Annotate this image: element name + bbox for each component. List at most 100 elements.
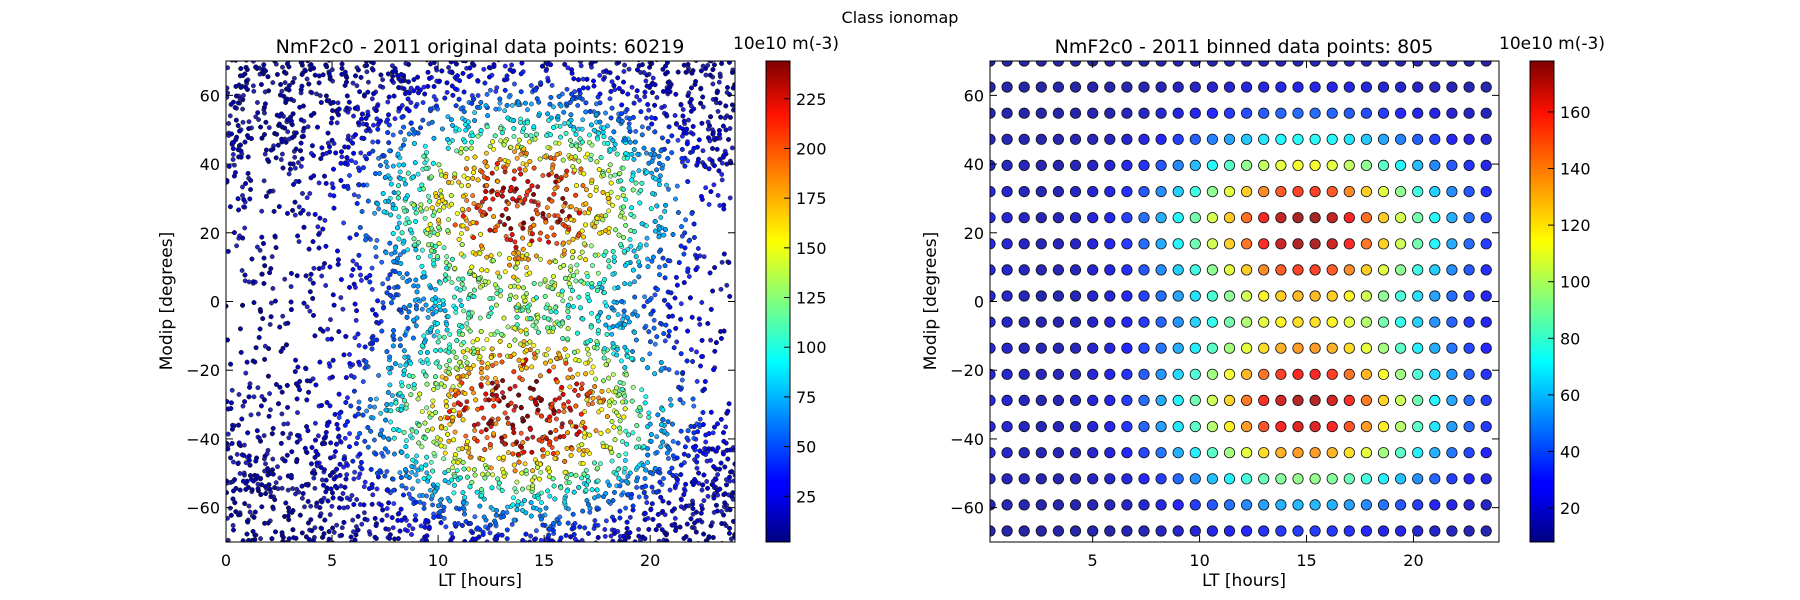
data-point (451, 490, 457, 496)
data-point (444, 254, 450, 260)
data-point (336, 434, 342, 440)
data-point (606, 358, 611, 364)
data-point (722, 52, 726, 56)
data-point (380, 191, 386, 196)
data-point (433, 286, 438, 292)
data-point (353, 317, 359, 323)
data-point (575, 103, 581, 108)
data-point (472, 118, 478, 124)
data-point (702, 446, 708, 451)
data-point (703, 185, 709, 191)
data-point (230, 61, 233, 62)
data-point (473, 543, 477, 547)
data-point (533, 528, 539, 534)
data-point (279, 485, 285, 491)
data-point (530, 323, 536, 329)
data-point (406, 79, 411, 85)
data-point (579, 537, 585, 542)
data-point (251, 394, 257, 400)
data-point (376, 206, 382, 212)
data-point (292, 165, 298, 171)
data-point (334, 120, 340, 126)
data-point (424, 405, 430, 411)
data-point (408, 433, 413, 439)
data-point (376, 373, 382, 378)
data-point (554, 241, 560, 246)
data-point (251, 88, 257, 94)
data-point (615, 312, 621, 318)
data-point (626, 121, 632, 127)
data-point (667, 397, 673, 402)
data-point (487, 206, 493, 212)
data-point (273, 480, 279, 486)
data-point (459, 183, 465, 189)
data-point (623, 505, 629, 511)
data-point (335, 100, 341, 106)
data-point (482, 447, 488, 453)
data-point (589, 310, 595, 316)
data-point (358, 277, 364, 283)
data-point (447, 421, 453, 427)
data-point (275, 464, 280, 470)
data-point (490, 363, 495, 369)
data-point (704, 479, 710, 484)
data-point (424, 150, 430, 155)
data-point (523, 162, 529, 168)
data-point (339, 154, 345, 160)
data-point (354, 497, 360, 502)
data-point (344, 472, 350, 478)
data-point (226, 65, 231, 71)
data-point (340, 491, 346, 496)
data-point (436, 334, 442, 340)
data-point (361, 510, 367, 516)
data-point (471, 201, 477, 207)
data-point (288, 284, 294, 290)
data-point (239, 268, 245, 273)
data-point (295, 160, 301, 166)
data-point (282, 80, 288, 86)
data-point (544, 205, 550, 211)
data-point (355, 513, 361, 519)
data-point (517, 166, 523, 172)
data-point (475, 133, 481, 139)
data-point (336, 541, 339, 542)
data-point (496, 484, 502, 490)
data-point (427, 253, 433, 259)
data-point (351, 476, 357, 482)
data-point (603, 518, 609, 524)
data-point (244, 531, 250, 537)
data-point (442, 450, 448, 456)
data-point (556, 521, 562, 526)
data-point (408, 100, 414, 106)
data-point (450, 465, 456, 471)
data-point (266, 413, 272, 419)
data-point (254, 244, 260, 250)
data-point (391, 501, 397, 507)
data-point (422, 160, 428, 166)
data-point (229, 387, 235, 393)
data-point (419, 409, 425, 415)
data-point (559, 91, 565, 97)
data-point (361, 484, 367, 490)
data-point (513, 186, 519, 192)
data-point (583, 360, 589, 366)
data-point (235, 100, 241, 106)
data-point (663, 202, 668, 208)
data-point (505, 324, 511, 330)
data-point (441, 245, 447, 251)
data-point (405, 247, 411, 253)
data-point (388, 419, 394, 425)
data-point (350, 517, 356, 523)
data-point (614, 543, 618, 547)
data-point (483, 524, 489, 530)
data-point (483, 189, 489, 194)
data-point (461, 308, 467, 314)
data-point (372, 404, 377, 410)
data-point (334, 522, 340, 528)
data-point (458, 251, 464, 257)
data-point (341, 505, 347, 511)
data-point (411, 283, 417, 289)
data-point (642, 294, 648, 300)
data-point (540, 173, 546, 178)
data-point (270, 456, 276, 462)
